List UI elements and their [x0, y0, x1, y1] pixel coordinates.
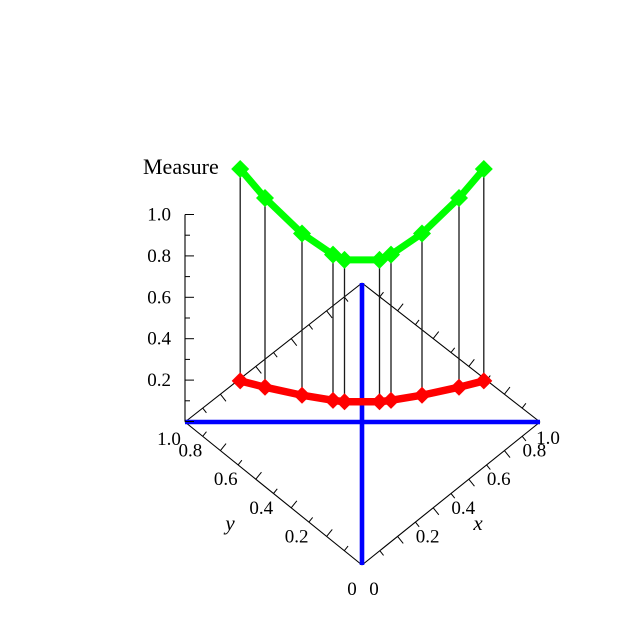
- svg-text:0: 0: [347, 579, 357, 600]
- svg-text:0.2: 0.2: [147, 370, 171, 391]
- svg-text:1.0: 1.0: [536, 428, 560, 449]
- svg-text:0.2: 0.2: [285, 526, 309, 547]
- svg-text:1.0: 1.0: [147, 205, 171, 226]
- svg-text:x: x: [472, 511, 483, 535]
- svg-text:0.4: 0.4: [147, 329, 171, 350]
- svg-text:0.6: 0.6: [214, 469, 238, 490]
- svg-text:0.6: 0.6: [487, 469, 511, 490]
- svg-text:Measure: Measure: [143, 154, 219, 179]
- svg-text:0.2: 0.2: [416, 526, 440, 547]
- svg-text:y: y: [223, 511, 235, 535]
- svg-text:1.0: 1.0: [157, 429, 181, 450]
- svg-text:0.4: 0.4: [451, 498, 475, 519]
- svg-text:0.8: 0.8: [179, 441, 203, 462]
- svg-text:0.8: 0.8: [147, 246, 171, 267]
- svg-text:0.4: 0.4: [249, 498, 273, 519]
- svg-text:0.6: 0.6: [147, 287, 171, 308]
- svg-text:0: 0: [369, 579, 379, 600]
